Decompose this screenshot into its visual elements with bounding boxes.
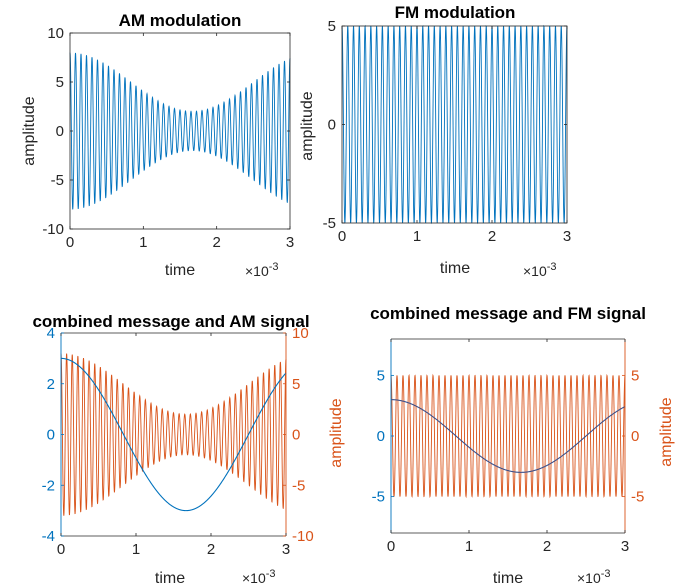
x-tick-label: 2 (207, 541, 215, 558)
tick-labels: 0 1 2 3 -5 0 5 -5 0 5 (372, 367, 645, 555)
y-tick-label-right: -5 (631, 489, 644, 506)
chart-title: FM modulation (395, 3, 516, 22)
x-tick-label: 1 (139, 234, 147, 251)
am-modulation-panel: AM modulation time amplitude ×10-3 0 1 2 3-… (21, 11, 294, 279)
series-line-0 (69, 52, 291, 210)
y-tick-label-right: 10 (292, 325, 309, 342)
x-exponent-base: ×10 (523, 263, 547, 279)
x-tick-label: 3 (621, 538, 629, 555)
y-tick-label: 0 (377, 428, 385, 445)
y-axis-label-right: amplitude (328, 398, 345, 467)
y-axis-label-right: amplitude (658, 397, 675, 466)
y-tick-label: 10 (47, 25, 64, 42)
y-tick-label: 0 (328, 117, 336, 134)
series-line-1 (61, 357, 287, 512)
y-tick-label: 5 (377, 367, 385, 384)
y-tick-label: -5 (51, 172, 64, 189)
x-tick-label: 3 (563, 228, 571, 245)
y-tick-label: 4 (47, 325, 55, 342)
y-tick-label-right: 0 (631, 428, 639, 445)
plot-marks (60, 332, 287, 537)
y-tick-label: 0 (47, 427, 55, 444)
y-tick-label-right: 5 (292, 376, 300, 393)
chart-title: combined message and AM signal (32, 312, 309, 331)
axes-box (69, 32, 291, 230)
x-exponent-power: -3 (547, 261, 557, 273)
x-exponent-base: ×10 (242, 570, 266, 586)
x-exponent-power: -3 (269, 261, 279, 273)
x-tick-label: 0 (66, 234, 74, 251)
series-line-0 (390, 373, 626, 499)
chart-title: AM modulation (119, 11, 242, 30)
x-exponent-label: ×10-3 (242, 568, 276, 586)
x-exponent-base: ×10 (577, 570, 601, 586)
y-tick-label: -10 (42, 221, 64, 238)
tick-labels: 0 1 2 3 -4 -2 0 2 4 -10 -5 0 5 10 (42, 325, 314, 558)
y-tick-label: -5 (323, 215, 336, 232)
x-axis-label: time (165, 262, 195, 279)
x-tick-label: 2 (543, 538, 551, 555)
x-exponent-power: -3 (601, 568, 611, 580)
x-tick-label: 2 (212, 234, 220, 251)
x-tick-label: 0 (57, 541, 65, 558)
x-tick-label: 3 (286, 234, 294, 251)
x-exponent-label: ×10-3 (245, 261, 279, 279)
y-tick-label-right: -10 (292, 528, 314, 545)
y-tick-label-right: 5 (631, 367, 639, 384)
x-exponent-label: ×10-3 (523, 261, 557, 279)
y-tick-label: -5 (372, 489, 385, 506)
x-exponent-label: ×10-3 (577, 568, 611, 586)
plot-marks (341, 24, 568, 225)
tick-labels: 0 1 2 3-505 (323, 18, 572, 245)
combined-fm-panel: combined message and FM signal time ampl… (370, 304, 675, 587)
y-tick-label: -4 (42, 528, 55, 545)
x-tick-label: 3 (282, 541, 290, 558)
plot-marks (390, 338, 626, 534)
x-exponent-base: ×10 (245, 263, 269, 279)
y-tick-label: 0 (56, 123, 64, 140)
x-tick-label: 1 (413, 228, 421, 245)
fm-modulation-panel: FM modulation time amplitude ×10-3 0 1 2 3 -… (299, 3, 571, 279)
y-tick-label: 5 (328, 18, 336, 35)
x-exponent-power: -3 (266, 568, 276, 580)
series-line-1 (391, 399, 626, 473)
x-axis-label: time (440, 260, 470, 277)
x-tick-label: 0 (387, 538, 395, 555)
x-axis-label: time (155, 570, 185, 587)
y-axis-label: amplitude (299, 91, 316, 160)
x-tick-label: 2 (488, 228, 496, 245)
tick-labels: 0 1 2 3 -10 -5 0 5 10 (42, 25, 294, 251)
x-tick-label: 0 (338, 228, 346, 245)
chart-title: combined message and FM signal (370, 304, 646, 323)
y-axis-label: amplitude (21, 96, 38, 165)
plot-marks (69, 32, 291, 230)
y-tick-label-right: -5 (292, 477, 305, 494)
series-line-0 (341, 24, 568, 225)
x-tick-label: 1 (132, 541, 140, 558)
y-tick-label-right: 0 (292, 427, 300, 444)
y-tick-label: 5 (56, 74, 64, 91)
y-tick-label: 2 (47, 376, 55, 393)
y-tick-label: -2 (42, 477, 55, 494)
x-axis-label: time (493, 570, 523, 587)
x-tick-label: 1 (465, 538, 473, 555)
combined-am-panel: combined message and AM signal time ampl… (32, 312, 345, 587)
series-line-0 (60, 353, 287, 516)
